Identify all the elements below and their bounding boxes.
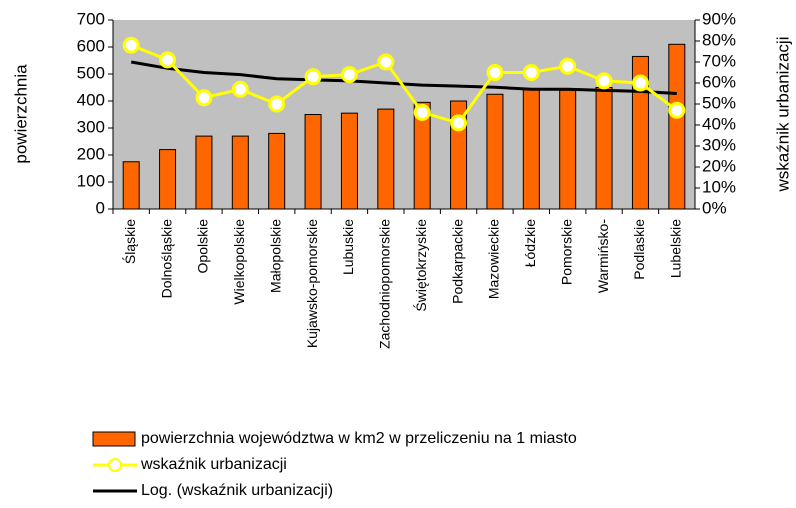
bar [668,43,686,210]
bar [486,93,504,210]
line-marker [631,74,649,92]
y-tick-label: 200 [77,144,105,163]
y-tick-label: 100 [77,171,105,190]
y-tick-label: 400 [77,90,105,109]
line-marker [122,36,140,54]
bar [340,112,358,210]
legend-label: wskaźnik urbanizacji [140,456,287,473]
x-tick-label: Pomorskie [558,219,574,285]
x-tick-label: Świętokrzyskie [412,219,429,312]
x-tick-label: Kujawsko-pomorskie [304,219,320,348]
line-marker [159,51,177,69]
y2-tick-label: 60% [702,72,736,91]
x-tick-label: Lubuskie [340,219,356,275]
line-marker [268,95,286,113]
line-marker [304,68,322,86]
line-marker [231,80,249,98]
x-tick-label: Wielkopolskie [231,219,247,305]
legend-label: powierzchnia województwa w km2 w przelic… [141,430,577,447]
line-marker [413,103,431,121]
line-marker [595,72,613,90]
line-marker [450,114,468,132]
x-tick-label: Mazowieckie [486,219,502,299]
line-marker [522,64,540,81]
legend-label: Log. (wskaźnik urbanizacji) [141,482,333,499]
line-marker [668,101,686,119]
y-tick-label: 500 [77,63,105,82]
y2-tick-label: 40% [702,114,736,133]
bar [195,135,213,210]
x-tick-label: Dolnośląskie [158,219,174,299]
y2-tick-label: 50% [702,93,736,112]
x-tick-label: Śląskie [121,219,138,264]
y2-tick-label: 10% [702,177,736,196]
y-tick-label: 600 [77,36,105,55]
bar [159,149,177,210]
y-tick-label: 300 [77,117,105,136]
line-marker [559,57,577,75]
bar [522,88,540,210]
y-tick-label: 0 [96,198,105,217]
line-marker [195,89,213,107]
bar [268,132,286,210]
y2-tick-label: 70% [702,51,736,70]
y2-tick-label: 30% [702,135,736,154]
legend-marker [108,458,122,472]
y2-tick-label: 80% [702,30,736,49]
bar [304,114,322,210]
x-tick-label: Łódzkie [522,219,538,267]
y2-tick-label: 90% [702,9,736,28]
line [130,43,678,125]
x-tick-label: Podlaskie [631,219,647,280]
legend-swatch [92,431,136,447]
y-tick-label: 700 [77,9,105,28]
bar [122,161,140,210]
bar [231,135,249,210]
bar [559,89,577,210]
trendline [130,60,677,95]
y-axis-label: powierzchnia [11,64,30,164]
bar [377,108,395,210]
x-tick-label: Lubelskie [668,219,684,278]
y2-tick-label: 0% [702,198,727,217]
line-marker [486,64,504,81]
line-marker [340,66,358,84]
y2-axis-label: wskaźnik urbanizacji [773,37,792,193]
bar [595,87,613,210]
x-tick-label: Warmińsko- [595,219,611,293]
x-tick-label: Zachodniopomorskie [377,219,393,349]
x-tick-label: Opolskie [195,219,211,274]
y2-tick-label: 20% [702,156,736,175]
x-tick-label: Podkarpackie [449,219,465,304]
x-tick-label: Małopolskie [267,219,283,293]
line-marker [377,53,395,71]
